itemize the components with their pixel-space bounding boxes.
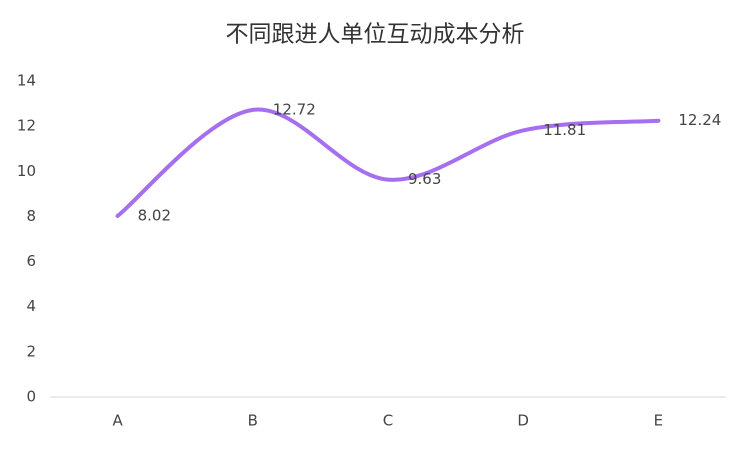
y-tick-label: 6 <box>26 252 36 270</box>
x-tick-label: B <box>248 412 258 430</box>
chart-title: 不同跟进人单位互动成本分析 <box>226 22 525 48</box>
y-tick-label: 4 <box>26 297 36 315</box>
data-label: 12.72 <box>273 100 316 118</box>
y-tick-label: 2 <box>26 342 36 360</box>
y-tick-label: 8 <box>26 207 36 225</box>
y-tick-label: 14 <box>17 72 36 90</box>
x-tick-label: C <box>383 412 393 430</box>
y-tick-label: 0 <box>26 388 36 406</box>
x-tick-label: A <box>112 412 123 430</box>
y-tick-label: 10 <box>17 162 36 180</box>
data-label: 11.81 <box>543 121 586 139</box>
data-line <box>115 107 661 218</box>
x-tick-label: D <box>517 412 529 430</box>
data-label: 9.63 <box>408 170 441 188</box>
data-label: 8.02 <box>138 206 171 224</box>
x-tick-label: E <box>654 412 663 430</box>
data-label: 12.24 <box>678 111 721 129</box>
y-tick-label: 12 <box>17 117 36 135</box>
